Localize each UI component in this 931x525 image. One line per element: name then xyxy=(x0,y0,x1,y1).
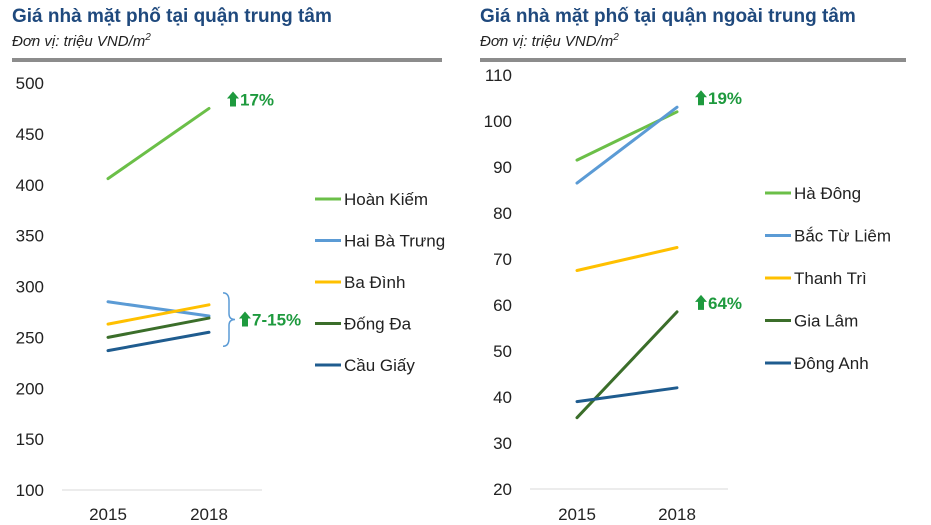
legend-label: Gia Lâm xyxy=(794,312,858,331)
y-tick-label: 50 xyxy=(493,342,512,361)
x-tick-label: 2015 xyxy=(89,505,127,524)
x-tick-label: 2018 xyxy=(658,505,696,524)
growth-annotation: 19% xyxy=(708,89,742,108)
y-tick-label: 450 xyxy=(16,125,44,144)
y-tick-label: 350 xyxy=(16,227,44,246)
y-tick-label: 300 xyxy=(16,278,44,297)
y-tick-label: 20 xyxy=(493,480,512,499)
series-line xyxy=(575,246,679,272)
series-line xyxy=(106,300,211,318)
growth-annotation: 17% xyxy=(240,90,274,109)
y-tick-label: 150 xyxy=(16,430,44,449)
y-tick-label: 60 xyxy=(493,296,512,315)
y-tick-label: 250 xyxy=(16,328,44,347)
series-line xyxy=(575,310,679,420)
series-line xyxy=(106,106,211,181)
up-arrow-icon xyxy=(695,90,707,106)
y-tick-label: 30 xyxy=(493,434,512,453)
growth-annotation: 64% xyxy=(708,294,742,313)
unit-text: Đơn vị: triệu VND/m xyxy=(480,33,614,50)
up-arrow-icon xyxy=(227,91,239,107)
y-tick-label: 70 xyxy=(493,250,512,269)
legend-label: Đống Đa xyxy=(344,315,412,334)
chart-title: Giá nhà mặt phố tại quận trung tâm xyxy=(12,6,332,27)
growth-annotation: 7-15% xyxy=(252,311,301,330)
y-tick-label: 500 xyxy=(16,74,44,93)
series-line xyxy=(575,386,679,404)
chart-subtitle: Đơn vị: triệu VND/m2 xyxy=(480,32,619,50)
y-tick-label: 90 xyxy=(493,158,512,177)
y-tick-label: 200 xyxy=(16,379,44,398)
y-tick-label: 110 xyxy=(485,66,512,85)
legend-label: Ba Đình xyxy=(344,273,405,292)
legend-label: Đông Anh xyxy=(794,354,869,373)
y-tick-label: 100 xyxy=(484,112,512,131)
unit-superscript: 2 xyxy=(145,32,151,43)
y-tick-label: 40 xyxy=(493,388,512,407)
legend-label: Bắc Từ Liêm xyxy=(794,227,891,246)
series-line xyxy=(106,316,211,339)
series-line xyxy=(106,330,211,353)
unit-text: Đơn vị: triệu VND/m xyxy=(12,33,146,50)
x-tick-label: 2018 xyxy=(190,505,228,524)
title-rule xyxy=(12,58,442,62)
series-line xyxy=(575,105,679,185)
y-tick-label: 100 xyxy=(16,481,44,500)
y-tick-label: 80 xyxy=(493,204,512,223)
chart-title: Giá nhà mặt phố tại quận ngoài trung tâm xyxy=(480,6,856,27)
legend-label: Hoàn Kiếm xyxy=(344,190,428,209)
legend-label: Hai Bà Trưng xyxy=(344,232,445,251)
legend-label: Cầu Giấy xyxy=(344,356,415,375)
title-rule xyxy=(480,58,906,62)
chart-subtitle: Đơn vị: triệu VND/m2 xyxy=(12,32,151,50)
legend-label: Hà Đông xyxy=(794,184,861,203)
up-arrow-icon xyxy=(239,311,251,327)
legend-label: Thanh Trì xyxy=(794,269,867,288)
brace-bracket xyxy=(222,292,236,348)
series-line xyxy=(106,303,211,326)
y-tick-label: 400 xyxy=(16,176,44,195)
x-tick-label: 2015 xyxy=(558,505,596,524)
unit-superscript: 2 xyxy=(613,32,619,43)
up-arrow-icon xyxy=(695,294,707,310)
